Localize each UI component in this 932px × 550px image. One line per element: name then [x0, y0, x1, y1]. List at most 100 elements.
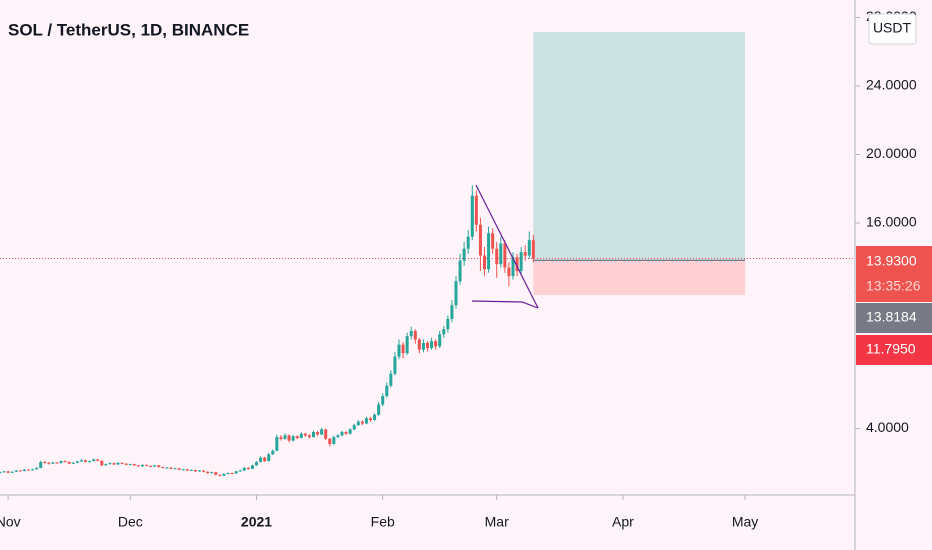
candle-body	[503, 243, 507, 268]
entry-price-box	[856, 303, 932, 333]
candle-body	[67, 461, 71, 464]
candle-body	[39, 461, 43, 468]
candle-body	[450, 305, 454, 319]
candle-body	[202, 470, 206, 472]
x-tick-label: Dec	[118, 514, 143, 530]
candle-body	[397, 344, 401, 357]
candle-body	[312, 431, 315, 438]
candle-body	[389, 373, 393, 386]
candle-body	[198, 470, 201, 472]
candle-body	[161, 467, 165, 469]
candle-body	[153, 465, 157, 467]
x-tick-label: Nov	[0, 514, 21, 530]
candle-body	[430, 341, 434, 349]
candle-body	[413, 330, 417, 340]
candle-body	[417, 339, 421, 350]
candle-body	[181, 469, 185, 471]
chart-title: SOL / TetherUS, 1D, BINANCE	[8, 20, 249, 39]
candle-body	[324, 429, 328, 439]
candle-body	[145, 464, 149, 466]
candle-body	[75, 461, 79, 463]
candle-body	[173, 468, 177, 470]
currency-button[interactable]	[868, 13, 917, 45]
candle-body	[238, 470, 242, 472]
x-tick-label: Mar	[485, 514, 509, 530]
candle-body	[157, 465, 161, 468]
candle-body	[275, 437, 279, 451]
candle-body	[250, 465, 254, 469]
candle-body	[169, 467, 173, 469]
candle-body	[328, 438, 332, 444]
candle-body	[336, 435, 340, 438]
candle-body	[149, 465, 153, 467]
candle-body	[108, 463, 112, 465]
candle-body	[369, 418, 372, 420]
loss-zone	[533, 260, 746, 296]
candle-body	[263, 457, 267, 462]
candle-body	[499, 243, 503, 265]
candle-body	[246, 467, 250, 469]
candle-body	[55, 462, 59, 464]
candle-body	[226, 473, 230, 475]
candle-body	[141, 464, 144, 467]
candle-body	[291, 436, 295, 441]
candle-body	[112, 463, 116, 465]
x-tick-label: Apr	[612, 514, 634, 530]
candle-body	[63, 461, 67, 463]
candle-body	[303, 433, 307, 436]
candle-body	[79, 460, 83, 462]
candle-body	[35, 467, 39, 470]
currency-label[interactable]: USDT	[873, 20, 912, 36]
candle-body	[210, 472, 214, 474]
candle-body	[271, 450, 275, 455]
candle-body	[165, 467, 169, 469]
candle-body	[0, 472, 2, 474]
candle-body	[242, 467, 246, 471]
candle-body	[18, 470, 22, 472]
candle-body	[470, 195, 474, 237]
profit-zone	[533, 32, 746, 261]
countdown: 13:35:26	[866, 278, 921, 294]
y-tick-label: 4.0000	[866, 419, 909, 435]
candle-body	[299, 433, 303, 438]
y-tick-label: 24.0000	[866, 77, 917, 93]
candle-body	[466, 236, 470, 249]
candle-body	[491, 233, 495, 249]
candle-body	[92, 459, 96, 462]
candle-body	[527, 240, 531, 256]
x-tick-label: Feb	[371, 514, 395, 530]
candle-body	[22, 469, 26, 472]
candle-body	[344, 431, 348, 434]
candle-body	[193, 469, 197, 472]
candle-body	[128, 464, 132, 466]
candle-body	[421, 342, 425, 350]
candle-body	[446, 318, 450, 330]
candle-body	[360, 421, 364, 424]
candle-body	[364, 418, 368, 424]
last-price-box	[856, 246, 932, 302]
candle-body	[120, 462, 124, 464]
candle-body	[230, 473, 234, 475]
y-tick-label: 20.0000	[866, 145, 917, 161]
candle-body	[234, 471, 238, 474]
candle-body	[47, 462, 51, 464]
candle-body	[2, 471, 6, 473]
candle-body	[320, 429, 324, 435]
last-price-label: 13.9300	[866, 253, 917, 269]
candle-body	[385, 385, 389, 396]
candle-body	[519, 252, 523, 271]
candle-body	[434, 341, 438, 347]
candle-body	[132, 464, 136, 466]
candle-body	[104, 464, 108, 466]
candle-body	[116, 462, 120, 465]
candle-body	[511, 257, 515, 277]
candle-body	[124, 463, 128, 465]
trend-line	[471, 300, 539, 309]
candle-body	[222, 473, 226, 476]
candle-body	[356, 421, 360, 426]
candle-body	[14, 470, 18, 472]
candle-body	[483, 255, 486, 270]
candle-body	[279, 437, 283, 439]
candle-body	[136, 465, 140, 467]
